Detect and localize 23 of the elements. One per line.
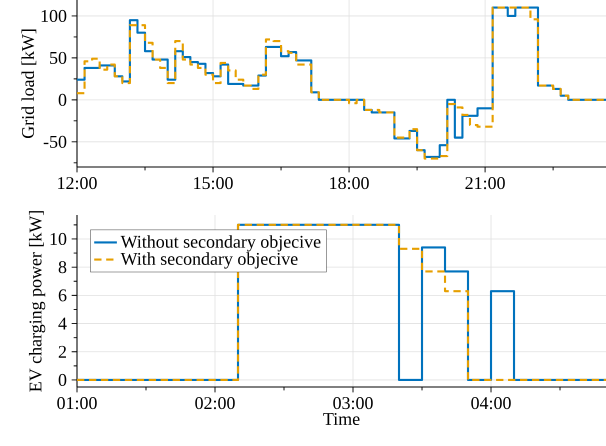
y-tick-label: 100 xyxy=(42,10,66,22)
x-tick-label: 04:00 xyxy=(471,397,511,410)
y-tick-label: 6 xyxy=(58,289,66,302)
legend-label: Without secondary objecive xyxy=(120,235,320,252)
legend-label: With secondary objecive xyxy=(120,252,298,269)
y-tick-label: 0 xyxy=(58,374,66,386)
y-tick-label: 50 xyxy=(50,52,66,64)
x-tick-label: 21:00 xyxy=(465,177,505,190)
x-tick-label: 12:00 xyxy=(58,177,97,190)
x-tick-label: 15:00 xyxy=(194,177,233,190)
y-tick-label: 4 xyxy=(58,318,67,330)
x-axis-title: Time xyxy=(323,412,360,426)
x-tick-label: 01:00 xyxy=(57,397,97,410)
y-tick-label: 8 xyxy=(58,261,66,274)
y-axis-title: Grid load [kW] xyxy=(21,30,36,138)
y-tick-label: 0 xyxy=(58,94,66,106)
y-tick-label: 10 xyxy=(50,232,66,246)
x-tick-label: 18:00 xyxy=(330,177,369,190)
x-tick-label: 03:00 xyxy=(333,397,373,410)
x-tick-label: 02:00 xyxy=(195,397,235,410)
y-axis-title: EV charging power [kW] xyxy=(28,211,46,392)
y-tick-label: 2 xyxy=(58,346,66,358)
y-tick-label: -50 xyxy=(44,136,66,148)
